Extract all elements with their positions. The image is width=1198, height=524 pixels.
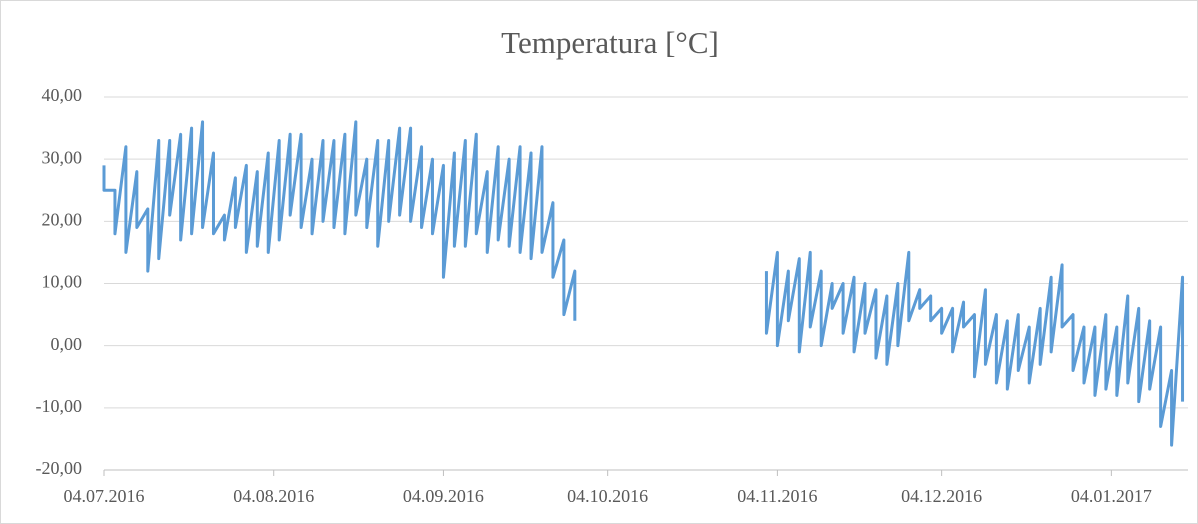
x-tick-label: 04.07.2016 bbox=[64, 486, 145, 506]
x-tick-label: 04.11.2016 bbox=[737, 486, 817, 506]
y-tick-label: 30,00 bbox=[42, 147, 83, 167]
y-tick-label: 20,00 bbox=[42, 209, 83, 229]
x-tick-label: 04.12.2016 bbox=[901, 486, 982, 506]
y-tick-label: -10,00 bbox=[36, 396, 83, 416]
x-tick-label: 04.08.2016 bbox=[233, 486, 314, 506]
y-tick-label: 0,00 bbox=[51, 334, 83, 354]
data-line bbox=[102, 120, 577, 321]
data-line bbox=[764, 250, 1185, 447]
chart-title: Temperatura [°C] bbox=[501, 25, 719, 60]
x-tick-label: 04.09.2016 bbox=[403, 486, 484, 506]
y-tick-label: -20,00 bbox=[36, 458, 83, 478]
x-tick-label: 04.01.2017 bbox=[1071, 486, 1152, 506]
y-tick-label: 40,00 bbox=[42, 85, 83, 105]
y-tick-label: 10,00 bbox=[42, 272, 83, 292]
x-tick-label: 04.10.2016 bbox=[567, 486, 648, 506]
